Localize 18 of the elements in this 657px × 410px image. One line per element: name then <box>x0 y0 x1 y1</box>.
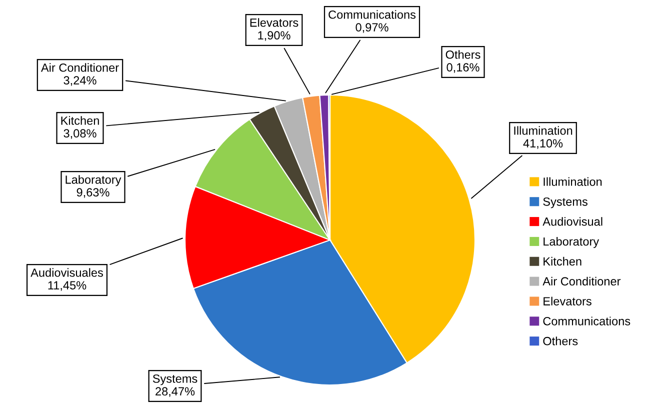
legend-label: Air Conditioner <box>542 276 621 286</box>
legend-label: Systems <box>543 197 588 208</box>
legend-label: Others <box>543 336 578 346</box>
legend-label: Audiovisual <box>542 217 602 226</box>
legend-label: Communications <box>543 316 630 326</box>
data-label: Communications 0,97% <box>328 10 416 33</box>
data-label: Others 0,16% <box>446 50 480 73</box>
data-label: Audiovisuales 11,45% <box>30 268 103 291</box>
legend-label: Elevators <box>544 296 592 306</box>
data-label: Systems 28,47% <box>152 374 198 397</box>
data-label: Laboratory 9,63% <box>66 175 122 198</box>
data-label: Air Conditioner 3,24% <box>40 63 119 86</box>
data-label: Elevators 1,90% <box>250 18 298 41</box>
data-label: Illumination 41,10% <box>514 126 572 149</box>
data-label: Kitchen 3,08% <box>61 116 99 139</box>
legend-label: Kitchen <box>544 256 582 266</box>
legend-label: Illumination <box>544 177 602 186</box>
legend-label: Laboratory <box>544 237 600 248</box>
